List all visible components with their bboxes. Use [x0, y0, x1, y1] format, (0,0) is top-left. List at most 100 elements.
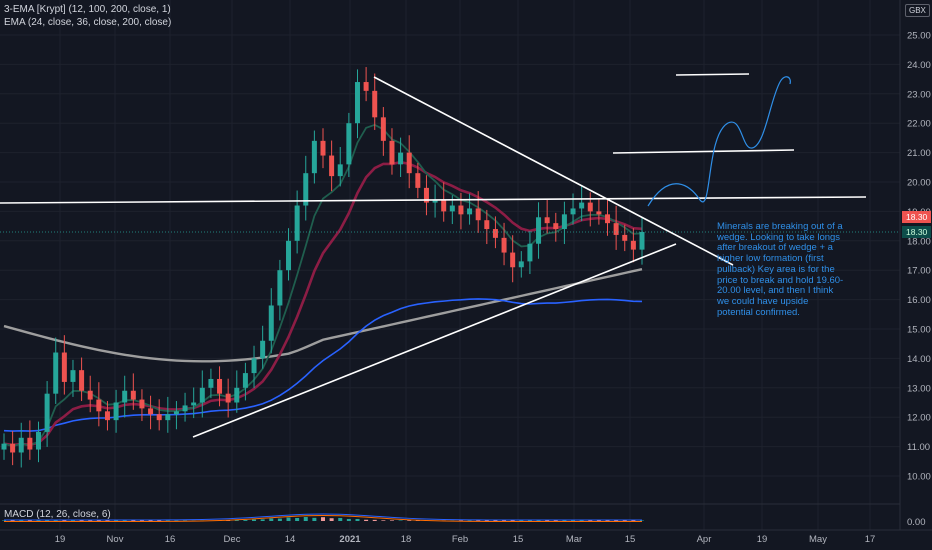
candles	[1, 67, 645, 468]
candle-body	[277, 270, 283, 306]
macd-bar	[407, 520, 412, 521]
macd-bar	[277, 518, 282, 521]
candle-body	[286, 240, 292, 271]
candle-body	[579, 202, 585, 209]
macd-bar	[510, 520, 515, 521]
macd-bar	[148, 520, 153, 521]
macd-bar	[338, 517, 343, 521]
ema3-legend[interactable]: 3-EMA [Krypt] (12, 100, 200, close, 1)	[4, 4, 171, 15]
y-tick-label: 25.00	[907, 31, 931, 42]
candle-body	[225, 393, 231, 403]
macd-bar	[631, 520, 636, 521]
candle-body	[518, 261, 524, 268]
candle-body	[217, 378, 223, 394]
macd-bar	[321, 517, 325, 521]
ema-legend[interactable]: EMA (24, close, 36, close, 200, close)	[4, 17, 172, 28]
x-tick-label: 16	[165, 534, 176, 545]
candle-body	[260, 340, 266, 359]
y-tick-label: 22.00	[907, 119, 931, 130]
candle-body	[139, 399, 145, 409]
candle-body	[432, 199, 438, 203]
y-tick-label: 15.00	[907, 325, 931, 336]
wedge-upper-trendline	[373, 76, 734, 266]
macd-bar	[269, 518, 274, 521]
candle-body	[544, 217, 550, 224]
candle-body	[208, 378, 214, 388]
macd-bar	[346, 518, 351, 521]
candle-body	[27, 437, 33, 450]
candle-body	[122, 390, 128, 403]
macd-bar	[183, 520, 188, 521]
macd-bar	[493, 520, 498, 521]
macd-bar	[389, 520, 394, 521]
candle-body	[389, 140, 395, 165]
candle-body	[242, 373, 248, 388]
macd-bar	[295, 517, 300, 521]
candle-body	[199, 387, 205, 403]
candle-body	[510, 252, 516, 268]
x-tick-label: 2021	[339, 534, 361, 545]
y-tick-label: 23.00	[907, 89, 931, 100]
target-line-2	[675, 73, 750, 76]
x-tick-label: Nov	[107, 534, 124, 545]
ema-mid-line	[3, 160, 643, 447]
candle-body	[536, 217, 542, 244]
candle-body	[630, 240, 636, 250]
target-line-1	[612, 149, 795, 154]
macd-bar	[372, 519, 377, 521]
macd-legend[interactable]: MACD (12, 26, close, 6)	[4, 509, 111, 520]
annotation-text: Minerals are breaking out of a wedge. Lo…	[717, 221, 844, 318]
candle-body	[191, 402, 197, 406]
candle-body	[639, 231, 645, 250]
macd-bar	[27, 520, 32, 521]
y-tick-label: 10.00	[907, 472, 931, 483]
candle-body	[372, 90, 378, 118]
y-tick-label: 14.00	[907, 354, 931, 365]
macd-tick-label: 0.00	[907, 517, 926, 528]
candle-body	[148, 408, 154, 415]
candle-body	[35, 431, 41, 450]
candle-body	[294, 205, 300, 241]
candle-body	[363, 82, 369, 91]
ema-fast-line	[3, 123, 643, 448]
x-tick-label: 19	[757, 534, 768, 545]
candle-body	[1, 443, 7, 450]
x-tick-label: 15	[625, 534, 636, 545]
candle-body	[104, 411, 110, 421]
candle-body	[346, 123, 352, 165]
candle-body	[354, 82, 360, 124]
candle-body	[527, 243, 533, 262]
macd-bar	[165, 520, 170, 521]
x-tick-label: Mar	[566, 534, 582, 545]
candle-body	[329, 155, 335, 177]
y-tick-label: 18.00	[907, 236, 931, 247]
y-tick-label: 16.00	[907, 295, 931, 306]
candle-body	[484, 220, 490, 230]
macd-bar	[303, 517, 308, 521]
last-price-badge: 18.30	[902, 211, 932, 223]
y-tick-label: 13.00	[907, 383, 931, 394]
candle-body	[605, 214, 611, 224]
macd-bar	[79, 520, 84, 521]
candle-body	[337, 164, 343, 177]
ema-blue-line	[3, 298, 643, 432]
candle-body	[622, 234, 628, 241]
candle-body	[501, 237, 507, 253]
macd-bar	[131, 520, 136, 521]
macd-bar	[312, 517, 317, 521]
macd-line	[4, 513, 642, 521]
y-tick-label: 20.00	[907, 178, 931, 189]
candle-body	[449, 205, 455, 212]
y-tick-label: 12.00	[907, 413, 931, 424]
candle-body	[53, 352, 59, 394]
y-tick-label: 21.00	[907, 148, 931, 159]
candle-body	[406, 152, 412, 174]
candle-body	[415, 173, 421, 188]
candle-body	[87, 390, 93, 400]
candle-body	[156, 414, 162, 421]
macd-bar	[614, 520, 619, 521]
currency-label: GBX	[905, 4, 930, 17]
macd-bar	[260, 519, 265, 521]
candle-body	[96, 399, 102, 412]
